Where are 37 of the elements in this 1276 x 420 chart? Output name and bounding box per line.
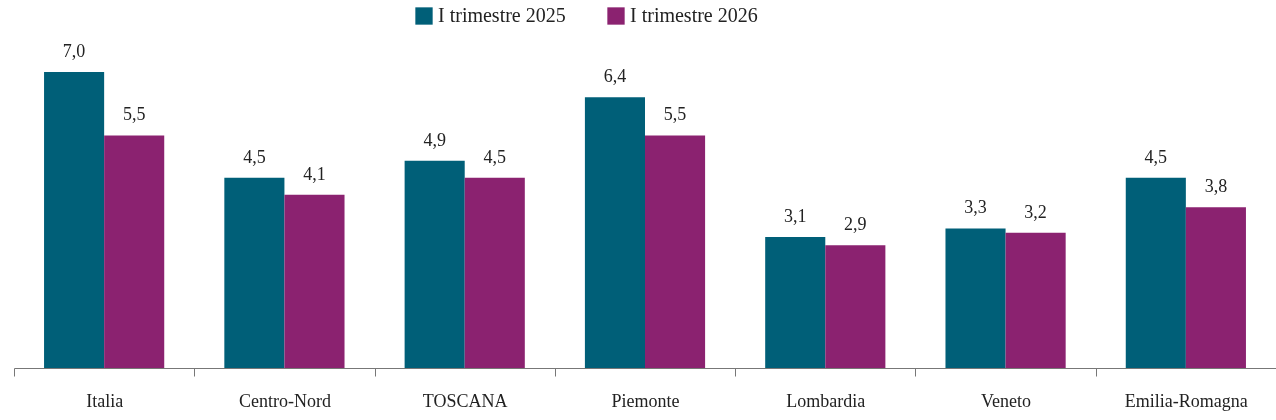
- x-tick-label: Piemonte: [611, 390, 680, 411]
- data-label: 4,5: [1144, 146, 1168, 167]
- data-label: 4,5: [243, 146, 266, 167]
- bar: [44, 72, 105, 368]
- x-tick-label: TOSCANA: [422, 390, 508, 411]
- legend-label: I trimestre 2025: [438, 4, 566, 26]
- bar: [284, 194, 345, 368]
- bar: [1125, 177, 1186, 368]
- bar: [584, 97, 645, 368]
- x-tick-label: Emilia-Romagna: [1124, 390, 1248, 411]
- data-label: 6,4: [603, 66, 627, 87]
- bar: [224, 177, 285, 368]
- x-tick-label: Lombardia: [786, 390, 866, 411]
- data-label: 4,5: [483, 146, 507, 167]
- data-label: 5,5: [663, 104, 687, 125]
- x-tick-label: Italia: [86, 390, 124, 411]
- bar: [104, 135, 165, 368]
- legend-label: I trimestre 2026: [630, 4, 758, 26]
- data-label: 3,1: [783, 205, 807, 226]
- bar: [765, 236, 826, 368]
- data-label: 4,9: [423, 129, 446, 150]
- bar: [1185, 207, 1246, 368]
- data-label: 3,8: [1204, 176, 1228, 197]
- data-label: 4,1: [303, 163, 326, 184]
- bar: [945, 228, 1006, 368]
- x-tick-label: Centro-Nord: [238, 390, 331, 411]
- bar: [1005, 232, 1066, 368]
- bar: [464, 177, 525, 368]
- data-label: 3,3: [964, 197, 987, 218]
- data-label: 3,2: [1024, 201, 1047, 222]
- bar: [825, 245, 886, 368]
- data-label: 2,9: [844, 214, 867, 235]
- bar: [404, 160, 465, 368]
- x-tick-label: Veneto: [981, 390, 1032, 411]
- data-label: 7,0: [62, 41, 86, 61]
- data-label: 5,5: [122, 104, 146, 125]
- bar: [645, 135, 706, 368]
